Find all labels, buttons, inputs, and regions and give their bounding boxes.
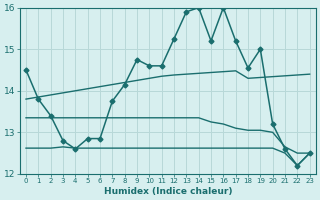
X-axis label: Humidex (Indice chaleur): Humidex (Indice chaleur) <box>104 187 232 196</box>
